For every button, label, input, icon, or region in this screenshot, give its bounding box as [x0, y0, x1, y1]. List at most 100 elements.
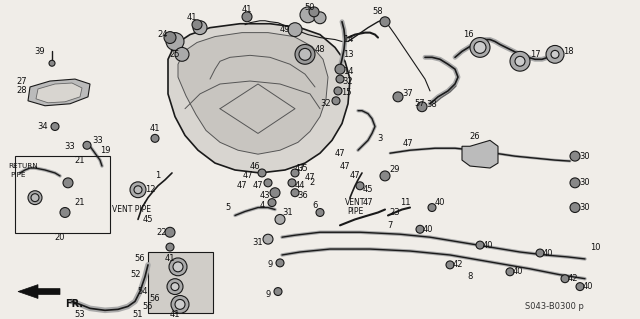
Text: 47: 47 — [243, 171, 253, 181]
Text: 44: 44 — [295, 181, 305, 190]
Polygon shape — [462, 140, 498, 168]
Text: 33: 33 — [65, 142, 76, 151]
Text: 8: 8 — [467, 272, 473, 281]
Text: 41: 41 — [170, 310, 180, 319]
Text: 13: 13 — [342, 50, 353, 59]
Circle shape — [417, 102, 427, 112]
Text: 41: 41 — [164, 255, 175, 263]
Text: 3: 3 — [378, 134, 383, 143]
Circle shape — [428, 204, 436, 211]
Text: 41: 41 — [150, 124, 160, 133]
Text: 40: 40 — [435, 198, 445, 207]
Circle shape — [476, 241, 484, 249]
Text: VENT PIPE: VENT PIPE — [112, 205, 151, 214]
Text: 6: 6 — [312, 201, 317, 210]
Text: 4: 4 — [259, 201, 264, 210]
Text: 21: 21 — [75, 156, 85, 165]
Text: 2: 2 — [309, 178, 315, 187]
Text: 41: 41 — [187, 13, 197, 22]
Circle shape — [49, 60, 55, 66]
Circle shape — [268, 199, 276, 207]
Text: 47: 47 — [349, 171, 360, 181]
Text: RETURN: RETURN — [8, 163, 38, 169]
Text: 47: 47 — [253, 181, 263, 190]
Text: 15: 15 — [340, 88, 351, 97]
Circle shape — [551, 50, 559, 58]
Circle shape — [192, 20, 202, 30]
Circle shape — [31, 194, 39, 202]
Text: 29: 29 — [390, 166, 400, 174]
Circle shape — [193, 21, 207, 34]
Text: 19: 19 — [100, 146, 110, 155]
Circle shape — [164, 32, 176, 43]
Circle shape — [380, 17, 390, 27]
Circle shape — [570, 203, 580, 212]
Text: 21: 21 — [75, 198, 85, 207]
Text: 30: 30 — [580, 152, 590, 161]
Text: 31: 31 — [253, 238, 263, 247]
Text: 39: 39 — [35, 47, 45, 56]
Text: 33: 33 — [93, 136, 104, 145]
Circle shape — [291, 169, 299, 177]
Polygon shape — [18, 285, 60, 299]
Text: 7: 7 — [387, 221, 393, 230]
Circle shape — [393, 92, 403, 102]
Circle shape — [264, 179, 272, 187]
Circle shape — [299, 48, 311, 60]
Circle shape — [275, 214, 285, 224]
Text: 42: 42 — [452, 260, 463, 269]
Circle shape — [169, 258, 187, 276]
Text: 55: 55 — [143, 302, 153, 311]
Text: 47: 47 — [403, 139, 413, 148]
Text: 38: 38 — [427, 100, 437, 109]
Text: 37: 37 — [403, 89, 413, 98]
Text: 47: 47 — [237, 181, 247, 190]
Circle shape — [336, 75, 344, 83]
Circle shape — [175, 48, 189, 61]
Circle shape — [60, 208, 70, 218]
Text: 32: 32 — [342, 77, 353, 85]
Text: 1: 1 — [156, 171, 161, 181]
Text: 16: 16 — [463, 30, 474, 39]
Text: 49: 49 — [280, 25, 291, 34]
Text: 17: 17 — [530, 50, 540, 59]
Text: 56: 56 — [134, 255, 145, 263]
Circle shape — [474, 41, 486, 53]
Text: 35: 35 — [298, 164, 308, 173]
Circle shape — [274, 288, 282, 295]
Text: 14: 14 — [343, 67, 353, 76]
Circle shape — [166, 33, 184, 50]
Circle shape — [356, 182, 364, 190]
Text: 30: 30 — [580, 203, 590, 212]
Circle shape — [166, 243, 174, 251]
Circle shape — [171, 295, 189, 313]
Circle shape — [515, 56, 525, 66]
Circle shape — [316, 209, 324, 216]
Circle shape — [546, 46, 564, 63]
Text: 9: 9 — [266, 290, 271, 299]
Circle shape — [270, 188, 280, 198]
Text: 36: 36 — [298, 191, 308, 200]
Circle shape — [175, 300, 185, 309]
Circle shape — [242, 12, 252, 22]
Text: 47: 47 — [305, 174, 316, 182]
Text: S043-B0300 p: S043-B0300 p — [525, 302, 584, 311]
Circle shape — [570, 151, 580, 161]
Text: 40: 40 — [543, 249, 553, 257]
Text: 14: 14 — [343, 35, 353, 44]
Circle shape — [167, 279, 183, 294]
Text: 30: 30 — [580, 178, 590, 187]
Text: 40: 40 — [483, 241, 493, 249]
Text: 56: 56 — [150, 294, 160, 303]
Text: 47: 47 — [335, 149, 346, 158]
Text: 47: 47 — [294, 164, 305, 173]
Text: 46: 46 — [250, 161, 260, 171]
Text: PIPE: PIPE — [10, 172, 26, 178]
Circle shape — [258, 169, 266, 177]
Text: PIPE: PIPE — [347, 207, 363, 216]
Text: 53: 53 — [75, 310, 85, 319]
Circle shape — [173, 262, 183, 272]
Circle shape — [151, 134, 159, 142]
Circle shape — [446, 261, 454, 269]
Circle shape — [470, 38, 490, 57]
